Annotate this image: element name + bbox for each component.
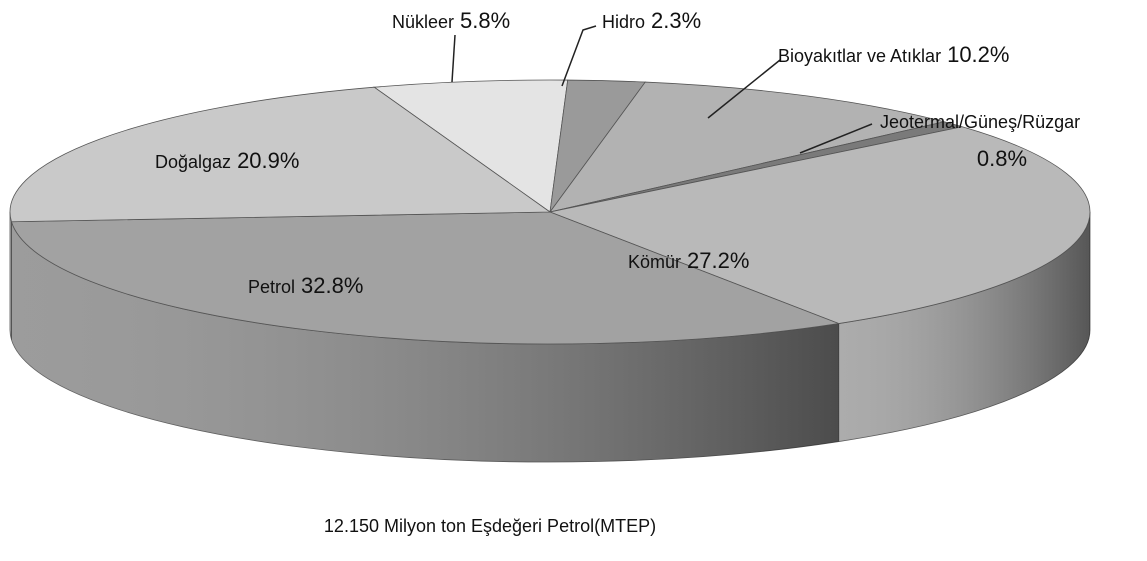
leaders xyxy=(451,25,873,154)
side-shade xyxy=(11,221,839,462)
slice xyxy=(10,211,841,345)
slice-label: Jeotermal/Güneş/Rüzgar xyxy=(880,112,1080,132)
leader-line xyxy=(707,59,781,119)
value-label: 0.8% xyxy=(977,146,1027,171)
value-label: 20.9% xyxy=(237,148,299,173)
value-label: 5.8% xyxy=(460,8,510,33)
slice-label: Doğalgaz 20.9% xyxy=(155,148,299,173)
value-label: 10.2% xyxy=(947,42,1009,67)
pie xyxy=(9,79,1091,463)
slice xyxy=(548,126,1091,324)
slice-label: Petrol 32.8% xyxy=(248,273,363,298)
category-label: Nükleer xyxy=(392,12,454,32)
category-label: Hidro xyxy=(602,12,645,32)
slice-label: Hidro 2.3% xyxy=(602,8,701,33)
slice-label: Nükleer 5.8% xyxy=(392,8,510,33)
chart-title: 12.150 Milyon ton Eşdeğeri Petrol(MTEP) xyxy=(324,516,656,536)
category-label: Doğalgaz xyxy=(155,152,231,172)
leader-line xyxy=(451,34,456,83)
slice-label: Bioyakıtlar ve Atıklar 10.2% xyxy=(778,42,1009,67)
slice xyxy=(549,81,945,213)
slice xyxy=(373,79,569,213)
slice-label: Kömür 27.2% xyxy=(628,248,749,273)
value-label: 32.8% xyxy=(301,273,363,298)
value-label: 27.2% xyxy=(687,248,749,273)
side-shade xyxy=(838,212,1090,442)
labels: Nükleer 5.8% Hidro 2.3% Bioyakıtlar ve Atıkl… xyxy=(155,8,1080,298)
category-label: Petrol xyxy=(248,277,295,297)
value-label: 2.3% xyxy=(651,8,701,33)
slice xyxy=(9,86,552,223)
category-label: Jeotermal/Güneş/Rüzgar xyxy=(880,112,1080,132)
leader-line xyxy=(799,123,873,154)
leader-line xyxy=(561,25,597,87)
side-shade xyxy=(10,212,12,340)
category-label: Kömür xyxy=(628,252,681,272)
category-label: Bioyakıtlar ve Atıklar xyxy=(778,46,941,66)
